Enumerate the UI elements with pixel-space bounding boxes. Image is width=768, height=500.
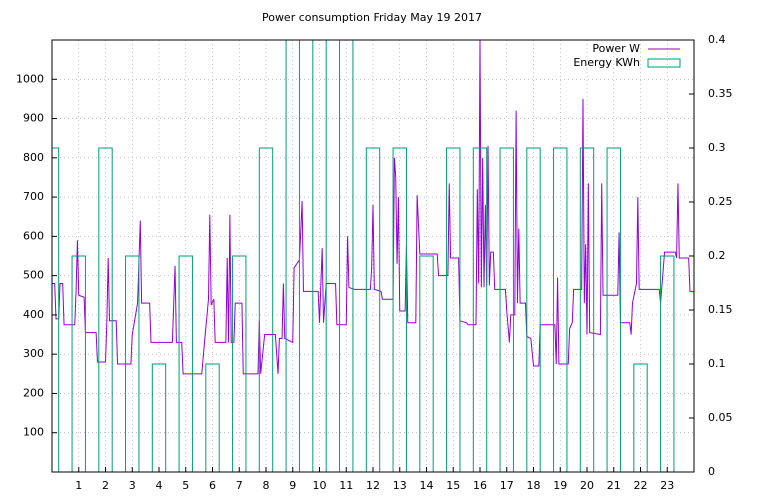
power-line	[52, 40, 694, 375]
x-tick-label: 12	[366, 479, 380, 492]
axes: 1 2 3 4 5 6 7 8 9 10 11 12 13 14 15 16 17 18 19 20 21 22 23100…	[16, 33, 733, 492]
chart-title: Power consumption Friday May 19 2017	[262, 11, 482, 24]
energy-bar	[52, 147, 60, 472]
x-tick-label: 15	[446, 479, 460, 492]
x-tick-label: 2	[102, 479, 109, 492]
grid	[52, 40, 694, 472]
x-tick-label: 23	[660, 479, 674, 492]
y-tick-label: 300	[23, 347, 44, 360]
x-tick-label: 5	[182, 479, 189, 492]
y2-tick-label: 0.25	[708, 195, 733, 208]
x-tick-label: 7	[236, 479, 243, 492]
y2-tick-label: 0.4	[708, 33, 726, 46]
energy-bar	[419, 255, 434, 472]
x-tick-label: 14	[420, 479, 434, 492]
energy-bar	[339, 40, 354, 472]
energy-bar	[365, 147, 381, 472]
energy-bar	[232, 255, 247, 472]
y-tick-label: 800	[23, 151, 44, 164]
energy-bar	[472, 147, 488, 472]
x-tick-label: 6	[209, 479, 216, 492]
y2-tick-label: 0.35	[708, 87, 733, 100]
y-tick-label: 600	[23, 229, 44, 242]
energy-bar	[392, 147, 407, 472]
y2-tick-label: 0.3	[708, 141, 726, 154]
energy-bar	[258, 147, 274, 472]
x-tick-label: 4	[156, 479, 163, 492]
x-tick-label: 19	[553, 479, 567, 492]
y-tick-label: 100	[23, 426, 44, 439]
energy-bar	[606, 147, 621, 472]
x-tick-label: 1	[75, 479, 82, 492]
energy-bar	[312, 40, 327, 472]
energy-bar	[633, 363, 648, 472]
y2-tick-label: 0.2	[708, 249, 726, 262]
x-tick-label: 17	[500, 479, 514, 492]
energy-bar	[526, 147, 541, 472]
energy-bar	[446, 147, 461, 472]
x-tick-label: 16	[473, 479, 487, 492]
energy-bar	[553, 147, 568, 472]
energy-bar	[98, 147, 113, 472]
energy-bar	[71, 255, 86, 472]
x-tick-label: 9	[289, 479, 296, 492]
y-tick-label: 900	[23, 112, 44, 125]
energy-bar	[499, 147, 514, 472]
y-tick-label: 500	[23, 269, 44, 282]
energy-bar	[579, 147, 595, 472]
y-tick-label: 700	[23, 190, 44, 203]
x-tick-label: 8	[263, 479, 270, 492]
x-tick-label: 20	[580, 479, 594, 492]
energy-bar	[285, 40, 300, 472]
legend-label: Energy KWh	[573, 56, 640, 69]
x-tick-label: 11	[339, 479, 353, 492]
y2-tick-label: 0.15	[708, 303, 733, 316]
y-tick-label: 400	[23, 308, 44, 321]
x-tick-label: 21	[607, 479, 621, 492]
plot-area	[52, 40, 694, 472]
energy-bar	[178, 255, 193, 472]
y2-tick-label: 0	[708, 465, 715, 478]
energy-bar	[660, 255, 675, 472]
y-tick-label: 1000	[16, 72, 44, 85]
x-tick-label: 18	[527, 479, 541, 492]
y-tick-label: 200	[23, 386, 44, 399]
legend-swatch	[647, 58, 681, 68]
energy-bar	[125, 255, 140, 472]
x-tick-label: 13	[393, 479, 407, 492]
legend-label: Power W	[592, 42, 640, 55]
x-tick-label: 3	[129, 479, 136, 492]
y2-tick-label: 0.1	[708, 357, 726, 370]
energy-bar	[205, 363, 220, 472]
y2-tick-label: 0.05	[708, 411, 733, 424]
energy-bar	[151, 363, 167, 472]
plot-border	[51, 39, 695, 473]
x-tick-label: 10	[313, 479, 327, 492]
x-tick-label: 22	[634, 479, 648, 492]
